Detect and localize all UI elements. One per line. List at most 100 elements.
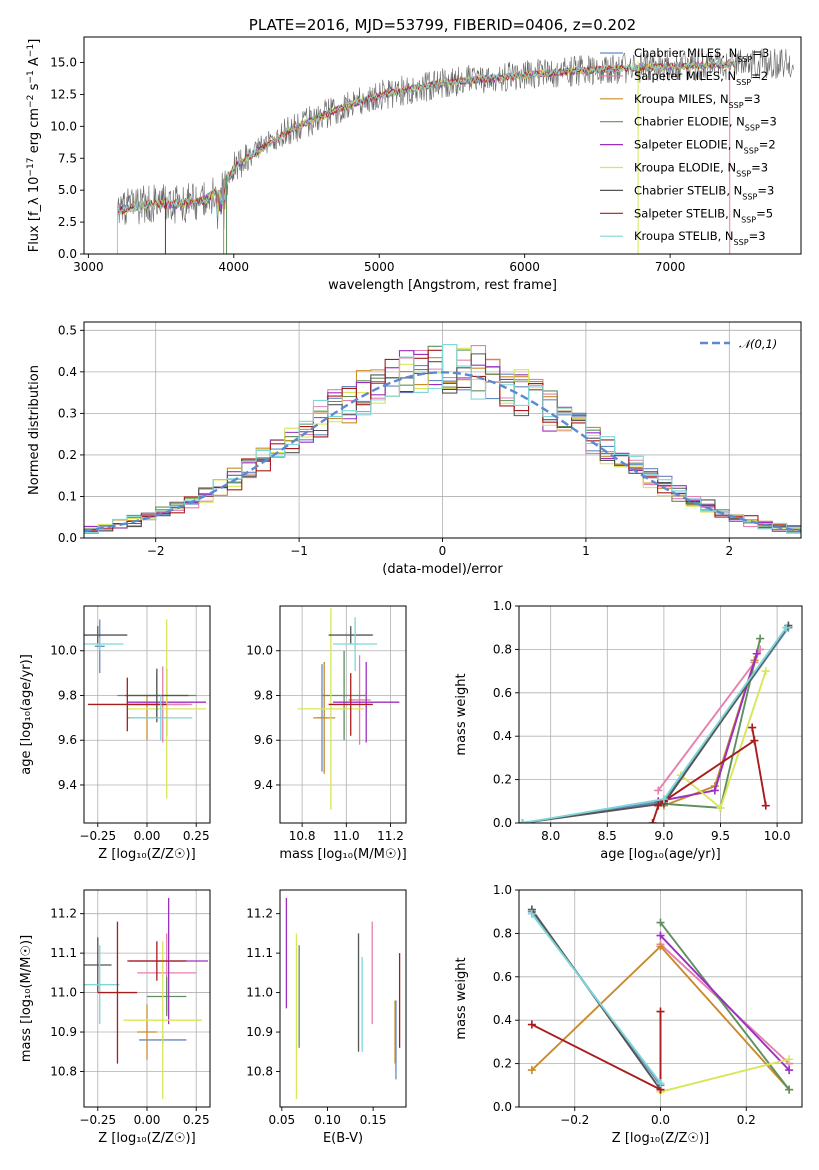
y-tick-label: 10.8 [246,1064,273,1078]
y-tick-label: 9.4 [254,778,273,792]
plot-area [519,621,793,823]
weight-marker [656,1007,665,1016]
legend-entry: Salpeter STELIB, NSSP=5 [634,206,773,224]
y-axis-label: mass [log₁₀(M/M☉)] [19,935,34,1062]
chart-age-vs-mass: 10.8 11.0 11.2 9.4 9.6 9.8 10.0 mass [log₁₀(M/M… [246,605,407,862]
weight-marker [752,649,761,658]
weight-line [522,627,787,823]
weight-line [659,921,790,1091]
x-tick-label: 5000 [364,260,395,274]
plot-area [116,48,794,254]
y-tick-label: 0.8 [493,926,512,940]
y-tick-label: 0.4 [493,1013,512,1027]
weight-marker [782,623,791,632]
chart-residuals: −2 −1 0 1 2 0.0 0.1 0.2 0.3 0.4 0.5 (data-model)/er… [27,321,802,577]
x-tick-label: 0.0 [651,1113,670,1127]
y-tick-label: 0.1 [58,489,77,503]
y-tick-label: 0.5 [58,323,77,337]
plot-area [527,905,794,1096]
legend-entry: Chabrier ELODIE, NSSP=3 [634,115,777,133]
weight-marker [656,942,665,951]
axes-frame [279,605,407,824]
y-axis-label: mass weight [454,957,469,1039]
weight-marker [659,795,668,804]
weight-marker [785,1066,794,1075]
y-tick-label: 0.0 [58,531,77,545]
x-tick-label: −0.25 [79,829,116,843]
weight-marker [716,803,725,812]
y-tick-label: 0.8 [493,642,512,656]
y-tick-label: 10.0 [50,644,77,658]
y-tick-label: 11.1 [246,946,273,960]
weight-marker [519,819,527,823]
x-axis-label: wavelength [Angstrom, rest frame] [328,278,557,293]
weight-marker [527,1020,536,1029]
chart-title: PLATE=2016, MJD=53799, FIBERID=0406, z=0… [249,16,636,34]
y-axis-label: Normed distribution [27,365,42,495]
spectrum-line [117,60,736,218]
y-tick-label: 0.2 [58,448,77,462]
y-tick-label: 10.9 [246,1025,273,1039]
x-tick-label: −2 [147,544,165,558]
x-tick-label: 8.5 [598,829,617,843]
y-tick-label: 0.6 [493,970,512,984]
weight-marker [656,1079,665,1088]
weight-marker [750,736,759,745]
x-tick-label: 11.2 [377,829,404,843]
x-tick-label: 2 [725,544,733,558]
chart-spectrum: 3000 4000 5000 6000 7000 0.0 2.5 5.0 7.5 10.0 12.5… [26,16,802,293]
x-tick-label: 8.0 [541,829,560,843]
x-tick-label: 0.25 [183,1113,210,1127]
y-tick-label: 10.0 [246,644,273,658]
weight-marker [527,909,536,918]
x-axis-label: Z [log₁₀(Z/Z☉)] [98,1131,195,1146]
y-tick-label: 12.5 [50,87,77,101]
legend-entry: Salpeter MILES, NSSP=2 [634,69,768,87]
weight-marker [527,1066,536,1075]
normal-curve [84,371,801,532]
weight-marker [710,786,719,795]
y-tick-label: 1.0 [493,883,512,897]
weight-line [531,913,662,1084]
x-tick-label: 0.10 [314,1113,341,1127]
x-tick-label: −0.25 [79,1113,116,1127]
weight-marker [648,819,657,823]
x-tick-label: 7000 [655,260,686,274]
chart-weight-vs-Z: −0.2 0.0 0.2 0.0 0.2 0.4 0.6 0.8 1.0 Z [log₁₀(Z/Z… [454,883,803,1146]
y-axis-label: mass weight [454,673,469,755]
x-axis-label: Z [log₁₀(Z/Z☉)] [612,1131,709,1146]
x-tick-label: 0.2 [737,1113,756,1127]
x-tick-label: 0.15 [360,1113,387,1127]
x-axis-label: age [log₁₀(age/yr)] [600,847,721,862]
weight-line [658,653,758,803]
x-tick-label: 0.00 [134,1113,161,1127]
x-tick-label: −0.2 [560,1113,589,1127]
chart-mass-vs-ebv: 0.05 0.10 0.15 10.8 10.9 11.0 11.1 11.2 E(B-V) [246,889,407,1146]
y-tick-label: 5.0 [58,183,77,197]
x-tick-label: 4000 [219,260,250,274]
y-tick-label: 10.8 [50,1064,77,1078]
plot-area [297,608,400,810]
y-tick-label: 0.6 [493,686,512,700]
y-tick-label: 15.0 [50,56,77,70]
x-tick-label: 0 [439,544,447,558]
y-tick-label: 9.6 [254,733,273,747]
y-tick-label: 11.0 [50,986,77,1000]
y-tick-label: 0.0 [58,247,77,261]
x-axis-label: E(B-V) [323,1131,363,1146]
x-tick-label: 0.00 [134,829,161,843]
weight-line [680,670,767,810]
weight-line [660,1058,790,1093]
weight-marker [656,931,665,940]
axes-frame [518,605,803,824]
y-tick-label: 11.2 [246,907,273,921]
x-axis-label: (data-model)/error [382,562,503,577]
y-tick-label: 1.0 [493,599,512,613]
legend-entry: Kroupa MILES, NSSP=3 [634,92,761,110]
x-tick-label: 0.05 [268,1113,295,1127]
y-tick-label: 9.8 [254,688,273,702]
x-tick-label: 0.25 [183,829,210,843]
weight-marker [785,1055,794,1064]
y-tick-label: 11.1 [50,946,77,960]
x-tick-label: 6000 [509,260,540,274]
